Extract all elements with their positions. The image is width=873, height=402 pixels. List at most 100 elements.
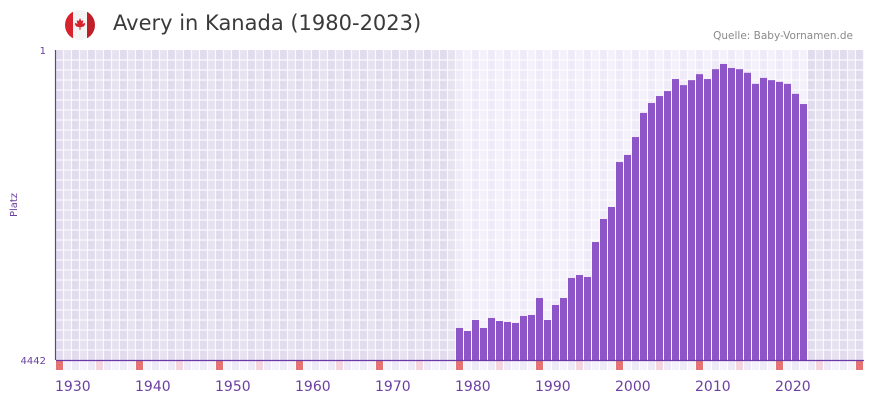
year-marker	[520, 360, 527, 370]
bar-2019	[768, 80, 775, 360]
year-marker	[736, 360, 743, 370]
year-marker	[728, 360, 735, 370]
year-marker	[176, 360, 183, 370]
x-tick-label: 1980	[455, 379, 491, 395]
year-marker	[344, 360, 351, 370]
year-marker	[104, 360, 111, 370]
year-marker	[328, 360, 335, 370]
plot-background-column	[592, 50, 600, 360]
bar-2003	[640, 112, 647, 360]
year-marker	[432, 360, 439, 370]
year-marker	[240, 360, 247, 370]
year-marker	[128, 360, 135, 370]
plot-background-column	[504, 50, 512, 360]
x-tick-label: 1990	[535, 379, 571, 395]
year-marker	[632, 360, 639, 370]
year-marker	[808, 360, 815, 370]
year-marker	[152, 360, 159, 370]
x-tick-label: 2020	[775, 379, 811, 395]
plot-background-column	[816, 50, 824, 360]
x-tick-label: 1960	[295, 379, 331, 395]
plot-background-column	[240, 50, 248, 360]
year-marker	[368, 360, 375, 370]
year-marker	[856, 360, 863, 370]
plot-background-column	[136, 50, 144, 360]
bar-2021	[784, 83, 791, 361]
year-marker	[752, 360, 759, 370]
plot-background-column	[88, 50, 96, 360]
bar-2005	[656, 96, 663, 360]
plot-background-column	[360, 50, 368, 360]
year-marker	[440, 360, 447, 370]
plot-background-column	[328, 50, 336, 360]
year-marker	[816, 360, 823, 370]
x-tick-label: 1930	[55, 379, 91, 395]
year-marker	[832, 360, 839, 370]
bar-2020	[776, 81, 783, 361]
year-marker	[800, 360, 807, 370]
bar-2001	[624, 154, 631, 360]
plot-background-column	[336, 50, 344, 360]
year-marker	[696, 360, 703, 370]
plot-background-column	[304, 50, 312, 360]
bar-1985	[496, 321, 503, 360]
year-marker	[664, 360, 671, 370]
bar-1992	[552, 305, 559, 360]
bar-2023	[800, 104, 807, 360]
plot-background-column	[480, 50, 488, 360]
plot-background-column	[184, 50, 192, 360]
year-marker	[616, 360, 623, 370]
canada-flag-icon	[65, 10, 95, 40]
plot-background-column	[208, 50, 216, 360]
plot-background-column	[144, 50, 152, 360]
plot-background-column	[280, 50, 288, 360]
plot-background-column	[320, 50, 328, 360]
year-marker	[704, 360, 711, 370]
year-marker	[384, 360, 391, 370]
bar-2004	[648, 103, 655, 361]
year-marker	[488, 360, 495, 370]
plot-background-column	[248, 50, 256, 360]
year-marker	[96, 360, 103, 370]
bar-2006	[664, 91, 671, 360]
year-marker	[264, 360, 271, 370]
plot-background-column	[120, 50, 128, 360]
plot-background-column	[848, 50, 856, 360]
plot-background-column	[352, 50, 360, 360]
bar-2022	[792, 93, 799, 361]
bar-1983	[480, 327, 487, 360]
plot-background-column	[400, 50, 408, 360]
x-tick-label: 1950	[215, 379, 251, 395]
year-marker	[824, 360, 831, 370]
plot-background-column	[96, 50, 104, 360]
bar-1997	[592, 242, 599, 360]
bar-2012	[712, 69, 719, 361]
plot-background-column	[424, 50, 432, 360]
year-marker	[192, 360, 199, 370]
plot-background-column	[512, 50, 520, 360]
bar-1984	[488, 317, 495, 360]
bar-2008	[680, 85, 687, 361]
plot-background-column	[112, 50, 120, 360]
year-marker	[424, 360, 431, 370]
x-tick-label: 1940	[135, 379, 171, 395]
year-marker	[112, 360, 119, 370]
plot-background-column	[80, 50, 88, 360]
bar-2002	[632, 137, 639, 360]
plot-background-column	[272, 50, 280, 360]
year-marker	[160, 360, 167, 370]
bar-1989	[528, 314, 535, 360]
x-tick-label: 2010	[695, 379, 731, 395]
plot-background-column	[192, 50, 200, 360]
year-marker	[120, 360, 127, 370]
year-marker	[64, 360, 71, 370]
plot-background-column	[552, 50, 560, 360]
y-axis-label: Platz	[9, 193, 20, 217]
year-marker	[536, 360, 543, 370]
year-marker	[512, 360, 519, 370]
year-marker	[640, 360, 647, 370]
year-marker	[576, 360, 583, 370]
year-marker	[528, 360, 535, 370]
plot-background-column	[808, 50, 816, 360]
year-marker	[408, 360, 415, 370]
